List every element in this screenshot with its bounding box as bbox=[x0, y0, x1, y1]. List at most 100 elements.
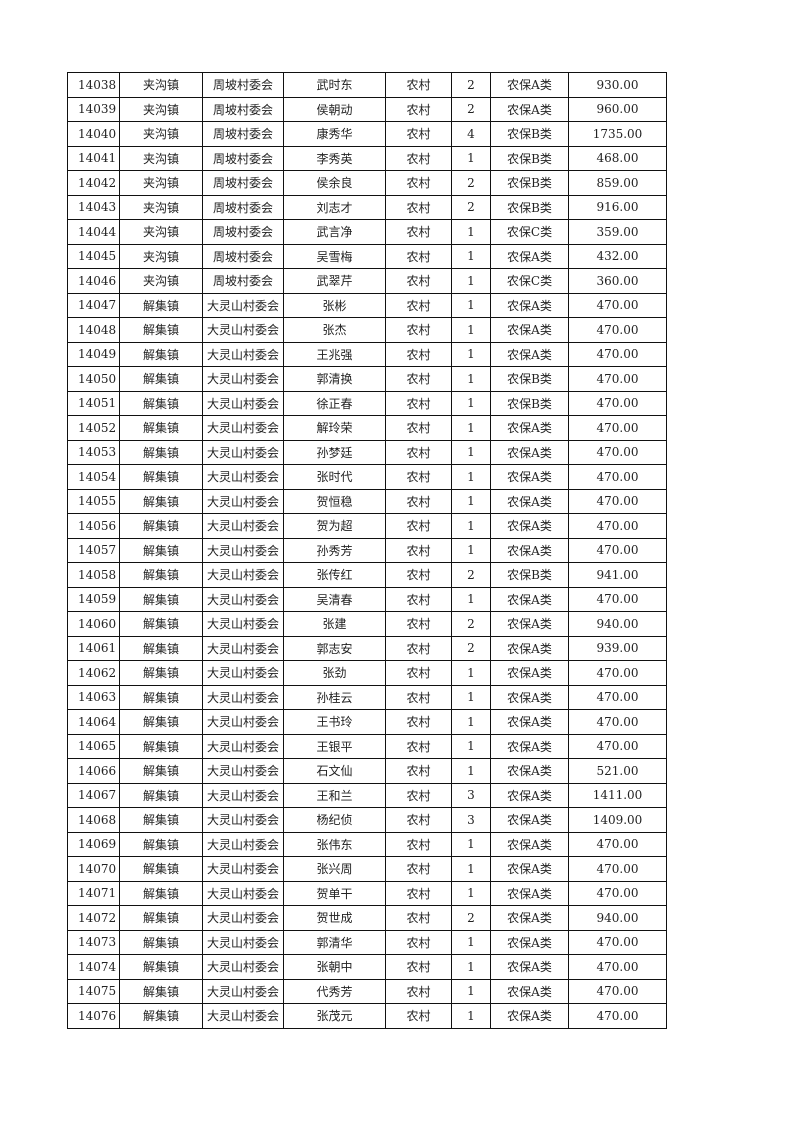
town-cell: 解集镇 bbox=[119, 978, 203, 1004]
amount-cell: 470.00 bbox=[568, 488, 667, 514]
category-cell: 农保A类 bbox=[490, 72, 569, 98]
id-cell: 14057 bbox=[67, 537, 120, 563]
amount-cell: 468.00 bbox=[568, 145, 667, 171]
count-cell: 1 bbox=[451, 488, 491, 514]
town-cell: 解集镇 bbox=[119, 831, 203, 857]
area-cell: 农村 bbox=[385, 954, 452, 980]
name-cell: 张伟东 bbox=[283, 831, 386, 857]
id-cell: 14058 bbox=[67, 562, 120, 588]
area-cell: 农村 bbox=[385, 709, 452, 735]
count-cell: 2 bbox=[451, 194, 491, 220]
area-cell: 农村 bbox=[385, 758, 452, 784]
village-cell: 大灵山村委会 bbox=[202, 292, 284, 318]
village-cell: 大灵山村委会 bbox=[202, 660, 284, 686]
town-cell: 解集镇 bbox=[119, 905, 203, 931]
count-cell: 1 bbox=[451, 145, 491, 171]
table-row: 14039 夹沟镇 周坡村委会 侯朝动 农村 2 农保A类 960.00 bbox=[67, 96, 667, 122]
town-cell: 解集镇 bbox=[119, 929, 203, 955]
amount-cell: 470.00 bbox=[568, 954, 667, 980]
category-cell: 农保A类 bbox=[490, 292, 569, 318]
town-cell: 解集镇 bbox=[119, 586, 203, 612]
amount-cell: 960.00 bbox=[568, 96, 667, 122]
amount-cell: 470.00 bbox=[568, 831, 667, 857]
village-cell: 周坡村委会 bbox=[202, 219, 284, 245]
id-cell: 14043 bbox=[67, 194, 120, 220]
town-cell: 解集镇 bbox=[119, 537, 203, 563]
name-cell: 郭清换 bbox=[283, 366, 386, 392]
town-cell: 夹沟镇 bbox=[119, 145, 203, 171]
amount-cell: 939.00 bbox=[568, 635, 667, 661]
name-cell: 张杰 bbox=[283, 317, 386, 343]
table-row: 14061 解集镇 大灵山村委会 郭志安 农村 2 农保A类 939.00 bbox=[67, 635, 667, 661]
area-cell: 农村 bbox=[385, 145, 452, 171]
amount-cell: 470.00 bbox=[568, 390, 667, 416]
category-cell: 农保A类 bbox=[490, 464, 569, 490]
amount-cell: 941.00 bbox=[568, 562, 667, 588]
amount-cell: 521.00 bbox=[568, 758, 667, 784]
village-cell: 大灵山村委会 bbox=[202, 954, 284, 980]
category-cell: 农保A类 bbox=[490, 880, 569, 906]
amount-cell: 940.00 bbox=[568, 611, 667, 637]
amount-cell: 470.00 bbox=[568, 415, 667, 441]
table-row: 14062 解集镇 大灵山村委会 张劲 农村 1 农保A类 470.00 bbox=[67, 660, 667, 686]
area-cell: 农村 bbox=[385, 929, 452, 955]
town-cell: 夹沟镇 bbox=[119, 268, 203, 294]
category-cell: 农保A类 bbox=[490, 317, 569, 343]
town-cell: 解集镇 bbox=[119, 856, 203, 882]
name-cell: 武言净 bbox=[283, 219, 386, 245]
village-cell: 大灵山村委会 bbox=[202, 782, 284, 808]
name-cell: 张传红 bbox=[283, 562, 386, 588]
table-row: 14051 解集镇 大灵山村委会 徐正春 农村 1 农保B类 470.00 bbox=[67, 390, 667, 416]
area-cell: 农村 bbox=[385, 341, 452, 367]
amount-cell: 470.00 bbox=[568, 537, 667, 563]
count-cell: 1 bbox=[451, 415, 491, 441]
name-cell: 徐正春 bbox=[283, 390, 386, 416]
records-table: 14038 夹沟镇 周坡村委会 武时东 农村 2 农保A类 930.00 14039 夹沟镇 周坡村… bbox=[67, 72, 667, 1029]
village-cell: 周坡村委会 bbox=[202, 121, 284, 147]
name-cell: 张彬 bbox=[283, 292, 386, 318]
town-cell: 解集镇 bbox=[119, 954, 203, 980]
table-row: 14057 解集镇 大灵山村委会 孙秀芳 农村 1 农保A类 470.00 bbox=[67, 537, 667, 563]
count-cell: 1 bbox=[451, 684, 491, 710]
town-cell: 解集镇 bbox=[119, 562, 203, 588]
category-cell: 农保A类 bbox=[490, 635, 569, 661]
id-cell: 14040 bbox=[67, 121, 120, 147]
village-cell: 大灵山村委会 bbox=[202, 635, 284, 661]
category-cell: 农保A类 bbox=[490, 733, 569, 759]
area-cell: 农村 bbox=[385, 170, 452, 196]
category-cell: 农保A类 bbox=[490, 611, 569, 637]
id-cell: 14054 bbox=[67, 464, 120, 490]
category-cell: 农保A类 bbox=[490, 831, 569, 857]
table-row: 14056 解集镇 大灵山村委会 贺为超 农村 1 农保A类 470.00 bbox=[67, 513, 667, 539]
town-cell: 解集镇 bbox=[119, 292, 203, 318]
area-cell: 农村 bbox=[385, 880, 452, 906]
area-cell: 农村 bbox=[385, 807, 452, 833]
amount-cell: 470.00 bbox=[568, 586, 667, 612]
id-cell: 14075 bbox=[67, 978, 120, 1004]
amount-cell: 470.00 bbox=[568, 929, 667, 955]
name-cell: 代秀芳 bbox=[283, 978, 386, 1004]
count-cell: 1 bbox=[451, 954, 491, 980]
count-cell: 1 bbox=[451, 831, 491, 857]
id-cell: 14063 bbox=[67, 684, 120, 710]
area-cell: 农村 bbox=[385, 464, 452, 490]
amount-cell: 470.00 bbox=[568, 292, 667, 318]
name-cell: 张朝中 bbox=[283, 954, 386, 980]
amount-cell: 359.00 bbox=[568, 219, 667, 245]
id-cell: 14039 bbox=[67, 96, 120, 122]
amount-cell: 470.00 bbox=[568, 464, 667, 490]
area-cell: 农村 bbox=[385, 905, 452, 931]
id-cell: 14051 bbox=[67, 390, 120, 416]
count-cell: 1 bbox=[451, 733, 491, 759]
table-row: 14049 解集镇 大灵山村委会 王兆强 农村 1 农保A类 470.00 bbox=[67, 341, 667, 367]
amount-cell: 1409.00 bbox=[568, 807, 667, 833]
name-cell: 张时代 bbox=[283, 464, 386, 490]
village-cell: 周坡村委会 bbox=[202, 145, 284, 171]
village-cell: 大灵山村委会 bbox=[202, 439, 284, 465]
table-row: 14044 夹沟镇 周坡村委会 武言净 农村 1 农保C类 359.00 bbox=[67, 219, 667, 245]
table-row: 14073 解集镇 大灵山村委会 郭清华 农村 1 农保A类 470.00 bbox=[67, 929, 667, 955]
id-cell: 14064 bbox=[67, 709, 120, 735]
count-cell: 1 bbox=[451, 1003, 491, 1029]
category-cell: 农保A类 bbox=[490, 807, 569, 833]
table-row: 14040 夹沟镇 周坡村委会 康秀华 农村 4 农保B类 1735.00 bbox=[67, 121, 667, 147]
